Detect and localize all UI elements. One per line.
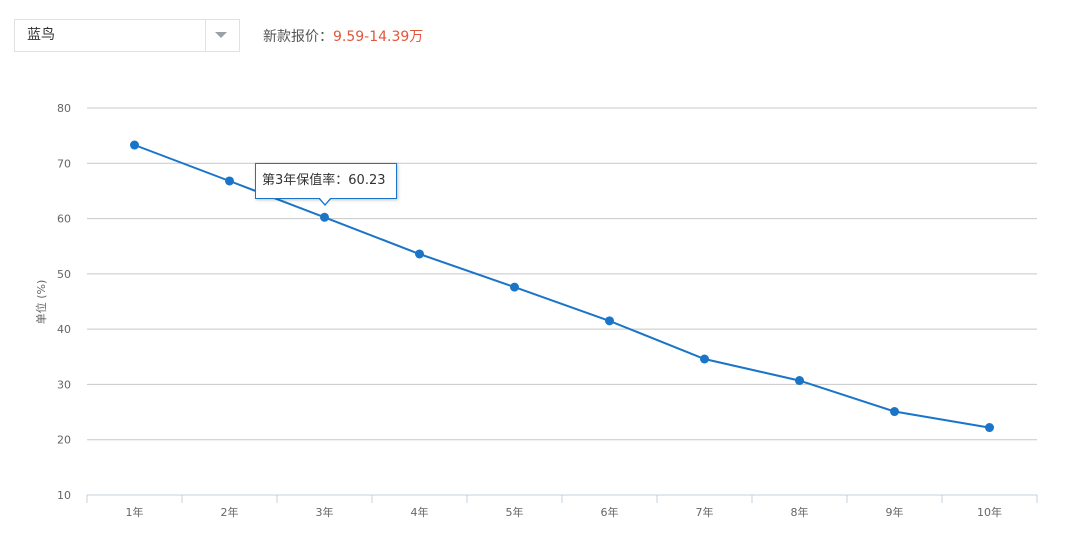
y-tick-label: 10	[57, 489, 71, 502]
chart-x-ticks: 1年 2年 3年 4年 5年 6年 7年 8年 9年 10年	[126, 505, 1003, 519]
tooltip-tail-inner	[319, 197, 331, 204]
y-tick-label: 40	[57, 323, 71, 336]
series-points	[130, 140, 994, 433]
new-price-label: 新款报价：	[263, 29, 333, 45]
chart-x-axis	[86, 494, 1038, 503]
data-point[interactable]	[795, 376, 804, 386]
data-point[interactable]	[985, 423, 994, 433]
y-tick-label: 20	[57, 434, 71, 447]
data-point[interactable]	[130, 140, 139, 150]
data-point[interactable]	[510, 282, 519, 292]
series-line	[134, 144, 990, 429]
car-model-select[interactable]: 蓝鸟	[14, 19, 240, 52]
y-axis-title: 单位 (%)	[34, 280, 48, 325]
y-tick-label: 60	[57, 213, 71, 226]
data-point[interactable]	[605, 316, 614, 326]
x-tick-label: 1年	[126, 505, 144, 519]
chevron-down-icon[interactable]	[215, 32, 227, 38]
x-tick-label: 4年	[411, 505, 429, 519]
x-tick-label: 3年	[316, 505, 334, 519]
new-price: 新款报价：9.59-14.39万	[263, 26, 423, 46]
x-tick-label: 6年	[601, 505, 619, 519]
x-tick-label: 2年	[221, 505, 239, 519]
x-tick-label: 8年	[791, 505, 809, 519]
data-point[interactable]	[700, 354, 709, 364]
select-divider	[205, 20, 206, 51]
y-tick-label: 30	[57, 378, 71, 391]
y-tick-label: 70	[57, 157, 71, 170]
x-tick-label: 7年	[696, 505, 714, 519]
data-point[interactable]	[225, 176, 234, 186]
new-price-value: 9.59-14.39万	[333, 29, 424, 45]
car-model-select-value: 蓝鸟	[27, 27, 55, 43]
x-tick-label: 9年	[886, 505, 904, 519]
chart-grid	[87, 107, 1037, 441]
tooltip: 第3年保值率：60.23	[255, 163, 397, 199]
chart-y-ticks: 10 20 30 40 50 60 70 80	[57, 102, 71, 502]
x-tick-label: 10年	[977, 505, 1002, 519]
data-point[interactable]	[415, 249, 424, 259]
data-point[interactable]	[890, 407, 899, 417]
y-tick-label: 50	[57, 268, 71, 281]
x-tick-label: 5年	[506, 505, 524, 519]
data-point[interactable]	[320, 212, 329, 222]
y-tick-label: 80	[57, 102, 71, 115]
